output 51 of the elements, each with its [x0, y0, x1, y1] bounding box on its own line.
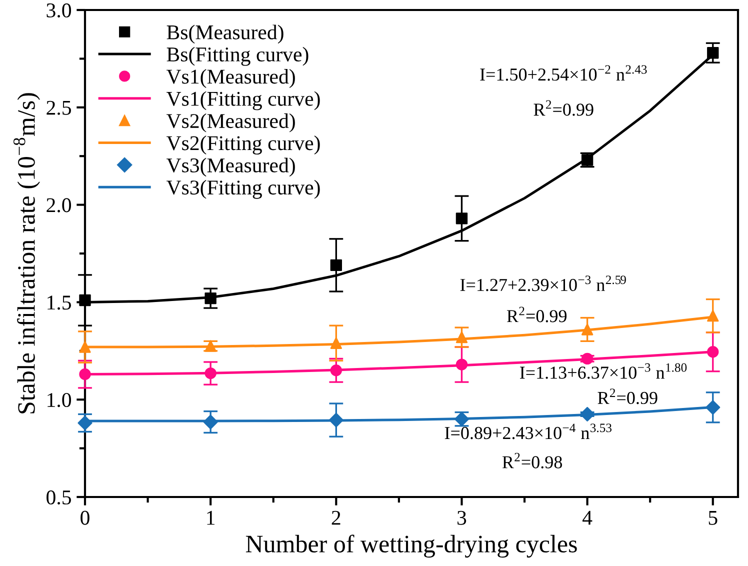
point	[580, 406, 595, 422]
legend-label: Bs(Fitting curve)	[166, 46, 308, 66]
annotation: R$^{2}$=0.98	[502, 452, 562, 468]
legend-label: Vs3(Measured)	[166, 158, 295, 177]
point	[78, 416, 92, 430]
point	[204, 292, 216, 304]
y-axis-title: Stable infiltration rate (10$^{−8}$m/s)	[13, 93, 40, 414]
annotation: R$^{2}$=0.99	[506, 306, 567, 322]
y-tick-label: 1.5	[48, 296, 71, 310]
point	[79, 368, 91, 380]
point	[707, 346, 719, 358]
y-tick-label: 0.5	[46, 490, 71, 505]
x-tick-label: 0	[80, 510, 90, 525]
legend-label: Vs1(Measured)	[166, 69, 295, 88]
legend-label: Bs(Measured)	[166, 24, 284, 44]
legend-label: Vs2(Fitting curve)	[166, 136, 320, 155]
x-tick-label: 4	[582, 510, 592, 525]
annotation: I=0.89+2.43×10$^{−4}$ n$^{3.53}$	[444, 424, 612, 440]
annotation: R$^{2}$=0.99	[598, 388, 658, 404]
point	[203, 414, 218, 430]
point	[204, 367, 216, 380]
x-axis-title: Number of wetting-drying cycles	[246, 534, 577, 558]
annotation: I=1.13+6.37×10$^{−3}$ n$^{1.80}$	[520, 363, 687, 379]
y-tick-label: 3.0	[46, 3, 72, 18]
point	[79, 294, 91, 306]
point	[707, 47, 719, 59]
point	[330, 337, 342, 349]
legend-label: Vs2(Measured)	[166, 113, 295, 132]
point	[456, 358, 468, 370]
point	[328, 412, 344, 428]
y-tick-label: 1.0	[48, 392, 72, 408]
point	[706, 400, 720, 415]
x-tick-label: 3	[458, 510, 466, 525]
y-tick-label: 2.0	[46, 198, 72, 212]
annotation: I=1.27+2.39×10$^{−3}$ n$^{2.59}$	[460, 276, 626, 292]
legend-label: Vs1(Fitting curve)	[166, 91, 320, 110]
point	[330, 259, 342, 272]
point	[456, 212, 468, 224]
legend-label: Vs3(Fitting curve)	[166, 180, 320, 199]
point	[581, 352, 594, 365]
point	[79, 341, 91, 353]
point	[456, 331, 468, 344]
y-tick-label: 2.5	[46, 100, 71, 115]
point	[707, 310, 719, 322]
x-tick-label: 2	[332, 510, 340, 525]
point	[581, 324, 594, 336]
point	[330, 364, 342, 376]
x-tick-label: 1	[207, 510, 215, 525]
x-tick-label: 5	[708, 511, 718, 525]
annotation: R$^{2}$=0.99	[534, 100, 594, 116]
annotation: I=1.50+2.54×10$^{−2}$ n$^{2.43}$	[480, 65, 647, 81]
